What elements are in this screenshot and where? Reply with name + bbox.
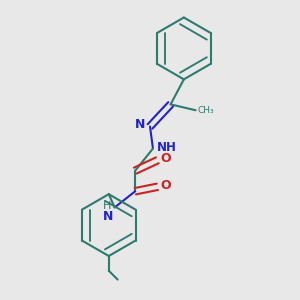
Text: H: H [103, 201, 112, 211]
Text: CH₃: CH₃ [197, 106, 214, 115]
Text: N: N [135, 118, 146, 131]
Text: O: O [160, 152, 171, 165]
Text: N: N [103, 210, 113, 224]
Text: O: O [160, 179, 171, 192]
Text: NH: NH [158, 141, 177, 154]
